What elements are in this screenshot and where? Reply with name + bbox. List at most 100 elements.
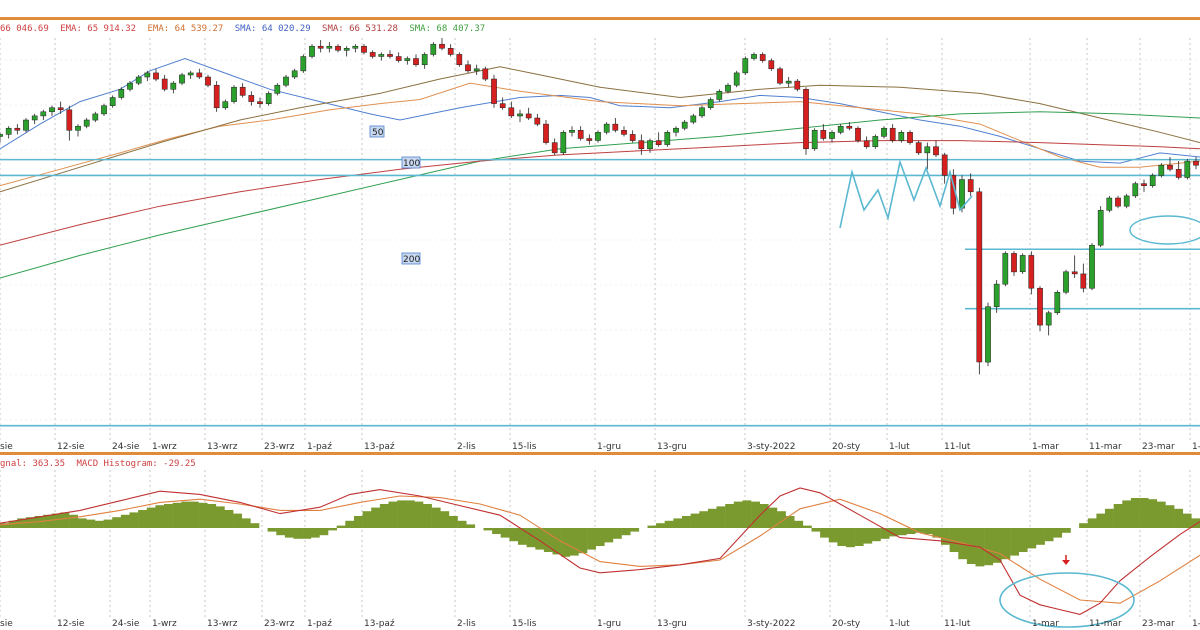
- candle-body: [274, 84, 281, 94]
- candle-body: [941, 154, 948, 176]
- candle-body: [655, 140, 662, 145]
- candle-body: [378, 54, 385, 57]
- macd-histogram-bar: [535, 528, 545, 550]
- candle-body: [742, 58, 749, 74]
- candle: [993, 280, 1000, 313]
- macd-histogram-bar: [77, 518, 87, 528]
- candle: [352, 44, 359, 53]
- date-tick-label: 1-gru: [597, 442, 621, 452]
- candle-body: [66, 109, 73, 131]
- candle: [699, 105, 705, 118]
- macd-histogram-bar: [181, 501, 191, 528]
- candle: [499, 97, 506, 110]
- macd-histogram-bar: [224, 510, 234, 528]
- macd-histogram-bar: [86, 519, 96, 528]
- macd-histogram-bar: [863, 528, 873, 544]
- candle: [889, 124, 896, 143]
- macd-histogram-bar: [241, 518, 251, 528]
- macd-histogram-bar: [742, 500, 752, 528]
- date-tick-label: 20-sty: [832, 442, 861, 452]
- macd-histogram-bar: [820, 528, 829, 538]
- candle-body: [161, 78, 168, 90]
- candle-body: [586, 138, 593, 141]
- macd-histogram-bar: [751, 501, 760, 528]
- candle: [543, 120, 549, 145]
- date-tick-label: 23-mar: [1142, 442, 1175, 452]
- candle-body: [1002, 253, 1009, 285]
- candle-body: [369, 52, 376, 57]
- candle: [257, 97, 263, 108]
- candle-body: [135, 76, 142, 84]
- candle: [387, 50, 393, 59]
- date-tick-label: 23-wrz: [264, 619, 295, 629]
- candle: [75, 124, 81, 137]
- candle-body: [101, 105, 107, 115]
- candle: [785, 76, 792, 88]
- candle: [421, 52, 428, 69]
- candle-body: [1097, 210, 1104, 246]
- macd-histogram-bar: [889, 528, 899, 537]
- candle-body: [1028, 255, 1035, 289]
- macd-histogram-bar: [457, 520, 467, 528]
- date-tick-label: 1-lut: [889, 619, 910, 629]
- macd-histogram-bar: [423, 504, 432, 528]
- candle: [1071, 255, 1078, 278]
- candle: [655, 132, 662, 147]
- candle: [621, 126, 627, 137]
- candle-body: [768, 60, 775, 70]
- candle: [1132, 181, 1139, 198]
- candle: [508, 101, 515, 118]
- macd-histogram-bar: [1105, 508, 1114, 528]
- candle-body: [759, 54, 766, 61]
- zigzag-annotation: [839, 159, 973, 229]
- date-tick-label: sie: [0, 619, 13, 629]
- candle-body: [820, 130, 827, 139]
- candle: [239, 83, 246, 98]
- candle-body: [794, 80, 801, 90]
- candle-body: [213, 84, 220, 109]
- candle-body: [404, 58, 411, 61]
- macd-histogram-bar: [1001, 528, 1011, 560]
- header-item-ema2: EMA: 64 539.27: [147, 24, 223, 34]
- macd-histogram-bar: [164, 504, 173, 528]
- date-tick-label: 3-sty-2022: [747, 442, 796, 452]
- macd-histogram-bar: [733, 501, 743, 528]
- candle: [517, 109, 523, 123]
- candle-body: [1089, 244, 1095, 289]
- date-tick-label: 20-sty: [832, 619, 861, 629]
- moving-averages: [0, 57, 1200, 279]
- header-item-sma2: SMA: 66 531.28: [322, 24, 398, 34]
- candle: [23, 117, 29, 133]
- candle-body: [395, 56, 402, 61]
- candle: [187, 70, 194, 80]
- macd-histogram-bar: [51, 513, 61, 528]
- candle: [1175, 161, 1182, 180]
- date-tick-label: 11-lut: [944, 442, 971, 452]
- macd-histogram-bar: [233, 513, 242, 528]
- candle: [915, 140, 922, 155]
- candle-body: [855, 127, 861, 141]
- candle: [577, 126, 584, 141]
- candle-body: [0, 134, 3, 137]
- date-tick-label: 15-lis: [512, 619, 537, 629]
- candle-body: [508, 107, 515, 117]
- panel-separator: [0, 452, 1200, 455]
- macd-histogram-bar: [802, 525, 812, 528]
- candle: [569, 126, 575, 137]
- macd-histogram-bar: [526, 528, 536, 548]
- macd-histogram-bar: [103, 519, 113, 528]
- candle: [1115, 195, 1121, 209]
- macd-histogram-bar: [379, 504, 389, 528]
- candle: [976, 187, 983, 375]
- candle: [777, 66, 783, 86]
- macd-histogram-bar: [1182, 513, 1192, 528]
- macd-histogram-bar: [60, 512, 70, 528]
- macd-histogram-bar: [673, 518, 683, 528]
- candle-body: [837, 125, 844, 133]
- candle: [1037, 286, 1043, 332]
- candle-body: [1054, 292, 1061, 314]
- macd-histogram-bar: [319, 528, 329, 536]
- candle-body: [118, 89, 125, 98]
- macd-histogram-bar: [682, 516, 691, 528]
- candle-body: [707, 99, 714, 108]
